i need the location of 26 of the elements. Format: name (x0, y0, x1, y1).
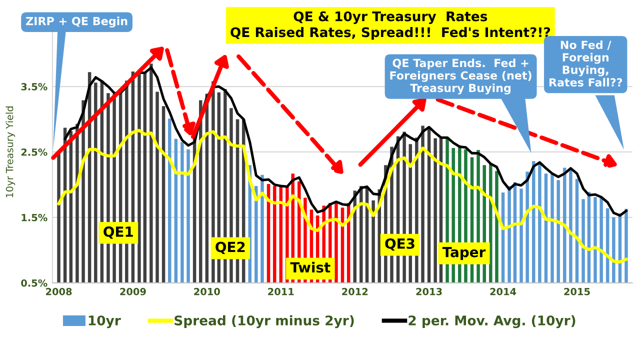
annotation: QE3 (385, 238, 414, 251)
x-tick-label: 2015 (564, 288, 590, 296)
annotation: QE1 (104, 226, 133, 239)
annotation: Taper (442, 247, 486, 260)
legend-label: Spread (10yr minus 2yr) (174, 315, 354, 328)
annotation: QE2 (216, 242, 245, 254)
line-series (57, 128, 628, 264)
x-tick-label: 2009 (120, 288, 146, 296)
annotation: No Fed / Foreign Buying, Rates Fall?? (549, 40, 622, 87)
x-tick-label: 2012 (342, 288, 368, 296)
y-tick-label: 3.5% (21, 83, 48, 90)
y-axis-title: 10yr Treasury Yield (6, 106, 16, 198)
x-tick-label: 2010 (194, 288, 220, 296)
annotation: ZIRP + QE Begin (26, 16, 128, 28)
legend-label: 2 per. Mov. Avg. (10yr) (408, 315, 576, 328)
y-tick-label: 0.5% (21, 279, 48, 287)
annotation: QE Taper Ends. Fed + Foreigners Cease (net) Treasury Buying (390, 58, 532, 94)
x-tick-label: 2014 (490, 288, 516, 296)
annotation: Twist (290, 262, 330, 273)
chart-title: QE & 10yr Treasury Rates QE Raised Rates, Spread!!! Fed's Intent?!? (230, 11, 550, 40)
legend-label: 10yr (88, 315, 121, 328)
x-tick-label: 2011 (268, 288, 294, 296)
x-tick-label: 2013 (416, 288, 442, 296)
y-tick-label: 2.5% (21, 148, 48, 156)
x-tick-label: 2008 (46, 288, 72, 296)
y-tick-label: 1.5% (22, 214, 48, 222)
